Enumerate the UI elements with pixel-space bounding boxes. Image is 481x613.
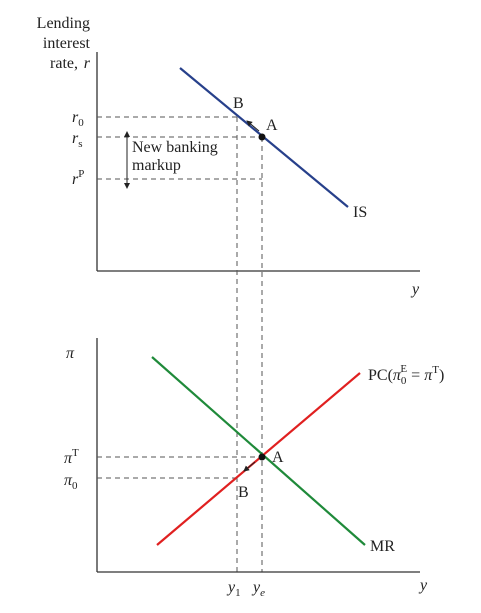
y-axis-label: interest [43,35,91,52]
pi0-base: π [64,472,73,489]
pit-label: πT [64,447,79,467]
y-axis-label: π [66,345,75,362]
ye-sub: e [260,587,265,599]
rs-sub: s [78,138,82,150]
y-axis-label: Lending [37,15,90,32]
point-a-label: A [266,117,278,134]
mr-curve [151,356,366,546]
pc-start: PC( [368,367,393,384]
pc-label: PC(π0E = πT) [368,363,444,387]
mr-label: MR [370,538,395,555]
ye-label: ye [251,579,265,599]
rp-label: rP [72,168,84,188]
y1-label: y1 [226,579,241,599]
point-a [258,133,266,141]
pc-sub: 0 [401,375,407,387]
y1-sub: 1 [235,587,241,599]
y-axis-symbol: r [84,55,91,72]
markup-label: markup [132,157,181,174]
pit-sup: T [72,447,79,459]
rs-label: rs [72,130,83,150]
rp-base: r [72,171,79,188]
point-b-label: B [238,484,249,501]
ye-base: y [251,579,261,596]
x-axis-label: y [418,577,428,594]
point-a [258,453,266,461]
pc-end: ) [439,367,444,384]
pc-sup2: T [432,364,439,376]
shift-arrow [246,120,260,132]
r0-label: r0 [72,109,84,129]
y1-base: y [226,579,236,596]
rs-base: r [72,130,79,147]
point-b-label: B [233,95,244,112]
rp-sup: P [78,168,84,180]
is-label: IS [353,204,367,221]
pc-pi2: π [424,367,433,384]
r0-base: r [72,109,79,126]
pc-pi: π [393,367,402,384]
y-axis-label: rate, [50,55,78,72]
shift-arrow [243,461,256,472]
pit-base: π [64,450,73,467]
pc-curve [156,372,361,546]
x-axis-label: y [410,281,420,298]
markup-label: New banking [132,139,218,156]
r0-sub: 0 [78,117,84,129]
point-a-label: A [272,449,284,466]
pi0-sub: 0 [72,480,78,492]
pc-mid: = [407,367,424,384]
pc-sup: E [400,363,407,375]
pi0-label: π0 [64,472,78,492]
